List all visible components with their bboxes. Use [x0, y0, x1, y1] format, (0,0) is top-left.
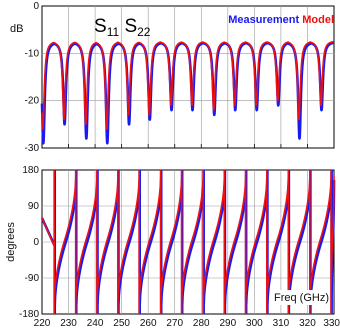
y-tick-label: 0	[33, 1, 39, 12]
frequency-axis-label: Freq (GHz)	[274, 292, 329, 304]
sparam-s1: S	[94, 16, 107, 37]
x-tick-label: 230	[60, 318, 77, 329]
y-tick-label: 90	[28, 201, 40, 212]
y-tick-label: -30	[25, 143, 40, 154]
x-tick-label: 320	[299, 318, 316, 329]
y-tick-label: 0	[33, 237, 39, 248]
y-tick-label: -180	[19, 309, 39, 320]
phase-series	[40, 170, 336, 314]
x-tick-label: 250	[113, 318, 130, 329]
phase-panel: 180 90 0 -90 -180 220 230 240 250 260 270 280 290 30…	[5, 165, 340, 329]
magnitude-line-model	[41, 40, 335, 130]
y-tick-label: 180	[22, 165, 39, 176]
x-tick-label: 330	[323, 318, 340, 329]
magnitude-y-ticks: 0 -10 -20 -30	[25, 1, 40, 154]
x-tick-label: 280	[193, 318, 210, 329]
phase-line-model	[41, 170, 335, 314]
magnitude-plot-area	[41, 5, 335, 149]
phase-x-ticks: 220 230 240 250 260 270 280 290 300 310 320 330	[34, 318, 340, 329]
x-tick-label: 240	[87, 318, 104, 329]
y-tick-label: -90	[25, 273, 40, 284]
magnitude-panel: 0-10-20-30 dB S11 S22 Measurement Model	[10, 1, 336, 154]
x-tick-label: 260	[140, 318, 157, 329]
sparam-annotation: S11 S22	[94, 16, 151, 39]
sparam-sub-22: 22	[137, 25, 151, 39]
phase-y-ticks: 180 90 0 -90 -180	[19, 165, 39, 320]
y-tick-label: -20	[25, 96, 40, 107]
svg-text:S11 S22: S11 S22	[94, 16, 151, 39]
legend-measurement: Measurement	[228, 14, 299, 26]
magnitude-y-axis-label: dB	[10, 23, 23, 35]
freq-label-background	[270, 290, 330, 305]
legend-model: Model	[302, 14, 334, 26]
sparam-sub-11: 11	[107, 25, 120, 39]
x-tick-label: 290	[219, 318, 236, 329]
x-tick-label: 270	[166, 318, 183, 329]
phase-y-axis-label: degrees	[5, 222, 17, 262]
legend: Measurement Model	[228, 14, 334, 26]
magnitude-series	[40, 40, 336, 145]
x-tick-label: 300	[246, 318, 263, 329]
x-tick-label: 220	[34, 318, 51, 329]
svg-text:Measurement Model: Measurement Model	[228, 14, 334, 26]
x-tick-label: 310	[273, 318, 290, 329]
sparam-s2: S	[124, 16, 137, 37]
y-tick-label: -10	[25, 48, 40, 59]
